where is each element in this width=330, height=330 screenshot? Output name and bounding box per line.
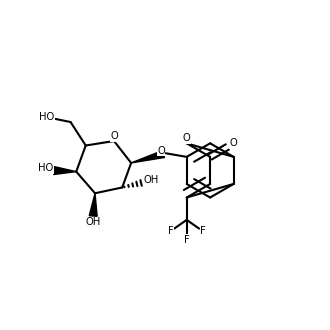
Polygon shape	[131, 150, 165, 163]
Text: O: O	[183, 133, 190, 143]
Text: F: F	[200, 226, 206, 236]
Text: OH: OH	[144, 175, 159, 185]
Polygon shape	[54, 167, 76, 175]
Polygon shape	[89, 193, 97, 216]
Text: OH: OH	[86, 217, 101, 227]
Text: F: F	[168, 226, 173, 236]
Text: O: O	[230, 138, 238, 148]
Text: O: O	[111, 131, 118, 141]
Text: F: F	[184, 235, 189, 245]
Text: HO: HO	[38, 163, 53, 173]
Text: O: O	[157, 146, 165, 156]
Text: HO: HO	[39, 112, 54, 122]
